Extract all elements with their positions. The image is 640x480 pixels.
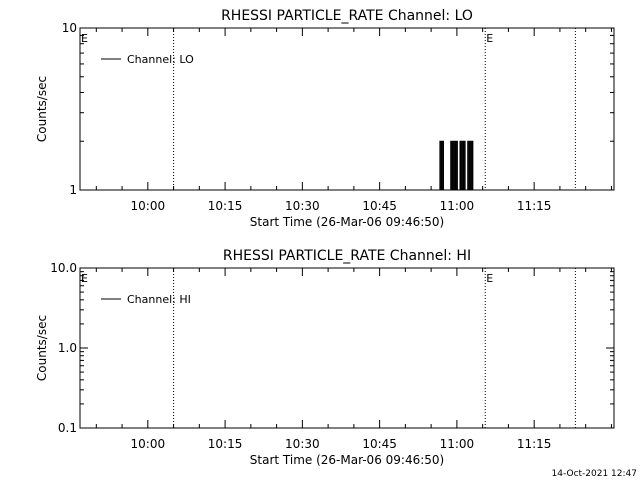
y-tick-label: 1: [69, 183, 77, 197]
x-tick-label: 10:45: [362, 437, 397, 451]
x-tick-label: 10:30: [285, 199, 320, 213]
x-tick-label: 10:00: [131, 437, 166, 451]
panel-2: RHESSI PARTICLE_RATE Channel: HI Start Ti…: [35, 248, 615, 467]
marker-label: E: [486, 32, 493, 45]
x-tick-label: 10:15: [208, 437, 243, 451]
chart-title: RHESSI PARTICLE_RATE Channel: HI: [223, 248, 471, 264]
x-tick-label: 11:00: [440, 437, 475, 451]
plot-frame: [79, 27, 615, 191]
y-axis-label: Counts/sec: [35, 76, 49, 142]
legend-label: Channel: LO: [127, 53, 194, 66]
y-tick-label: 1.0: [58, 341, 77, 355]
x-tick-label: 10:15: [208, 199, 243, 213]
marker-label: E: [81, 272, 88, 285]
x-axis-label: Start Time (26-Mar-06 09:46:50): [250, 453, 444, 467]
x-tick-label: 11:00: [440, 199, 475, 213]
x-tick-label: 10:30: [285, 437, 320, 451]
x-tick-label: 10:00: [131, 199, 166, 213]
x-tick-label: 11:15: [517, 199, 552, 213]
legend-label: Channel: HI: [127, 293, 191, 306]
marker-label: E: [486, 272, 493, 285]
marker-label: E: [81, 32, 88, 45]
x-tick-label: 11:15: [517, 437, 552, 451]
x-axis-label: Start Time (26-Mar-06 09:46:50): [250, 215, 444, 229]
series-line-1: [438, 140, 474, 191]
y-tick-label: 10.0: [50, 261, 77, 275]
panel-1: RHESSI PARTICLE_RATE Channel: LO Start Ti…: [35, 8, 615, 229]
x-tick-label: 10:45: [362, 199, 397, 213]
y-tick-label: 0.1: [58, 421, 77, 435]
chart-title: RHESSI PARTICLE_RATE Channel: LO: [221, 8, 473, 24]
y-axis-label: Counts/sec: [35, 315, 49, 381]
footer-timestamp: 14-Oct-2021 12:47: [552, 469, 637, 479]
y-tick-label: 10: [62, 21, 77, 35]
